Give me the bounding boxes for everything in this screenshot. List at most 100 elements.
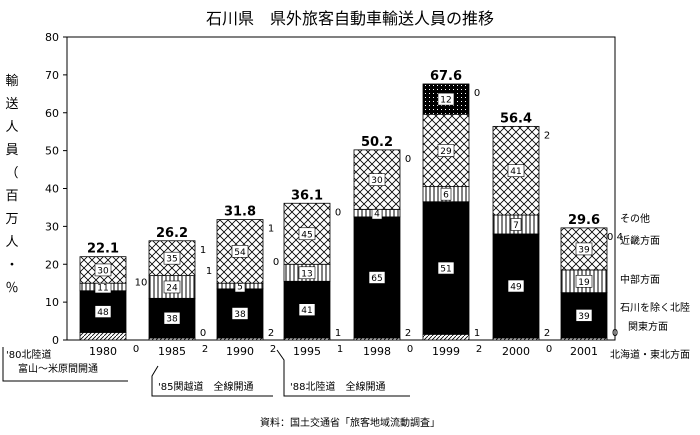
side-label-lower: 0 — [200, 328, 206, 339]
below-label: 2 — [270, 344, 276, 355]
below-label: 1 — [337, 344, 343, 355]
segment-label: 7 — [513, 221, 519, 231]
segment-label-box — [437, 261, 455, 275]
segment-label: 13 — [301, 269, 312, 279]
y-tick-label: 50 — [45, 145, 59, 158]
side-label-lower: 2 — [405, 328, 411, 339]
side-label-left: 1 — [206, 266, 212, 277]
y-axis-label-char: 送 — [5, 97, 18, 112]
segment-label: 41 — [510, 167, 521, 177]
segment-label-box — [163, 311, 181, 325]
bar-segment — [492, 125, 540, 216]
legend-label: 近畿方面 — [620, 234, 660, 247]
bar-total-label: 26.2 — [156, 226, 188, 241]
y-axis-label: 輸 送 人 員 （ 百 万 人 ・ ％ — [5, 74, 18, 296]
segment-label: 51 — [440, 265, 451, 275]
side-label-lower: 1 — [474, 328, 480, 339]
side-label-upper: 2 — [544, 130, 550, 141]
segment-label-box — [437, 92, 455, 106]
x-tick-label: 1998 — [363, 345, 391, 358]
segment-label-box — [163, 280, 181, 294]
segment-label-box — [575, 274, 593, 288]
segment-label-box — [575, 309, 593, 322]
segment-label: 30 — [371, 176, 383, 186]
side-label-left: 10 — [135, 277, 148, 288]
side-label-upper: 0 — [474, 88, 480, 99]
below-label: 0 — [133, 344, 139, 355]
bar-segment — [79, 332, 127, 341]
segment-label-box — [368, 173, 386, 186]
legend-label: 石川を除く北陸 — [620, 301, 690, 314]
segment-label: 38 — [234, 310, 246, 320]
legend-label: 関東方面 — [628, 320, 668, 333]
side-label-lower: 0 — [612, 328, 618, 339]
segment-label-box — [368, 271, 386, 284]
bar-total-label: 31.8 — [224, 205, 256, 220]
bar-total-label: 22.1 — [87, 241, 119, 256]
segment-label: 29 — [440, 147, 452, 157]
below-label: 0 — [407, 344, 413, 355]
segment-label-box — [94, 305, 112, 318]
segment-label: 35 — [166, 255, 177, 265]
segment-label-box — [231, 307, 249, 320]
note-bracket — [151, 365, 273, 397]
y-tick-label: 40 — [45, 183, 59, 196]
x-axis: 1980 1985 1990 1995 1998 1999 2000 2001 — [89, 345, 598, 358]
y-axis-label-char: （ — [5, 166, 18, 181]
x-tick-label: 1999 — [432, 345, 460, 358]
y-tick-label: 0 — [52, 334, 59, 347]
y-axis-label-char: ％ — [5, 281, 18, 296]
bar-total-label: 29.6 — [568, 213, 600, 228]
side-label-left: 0 — [273, 257, 279, 268]
segment-label-box — [437, 144, 455, 157]
segment-label: 65 — [371, 274, 382, 284]
x-tick-label: 2000 — [502, 345, 530, 358]
y-axis-label-char: 員 — [5, 143, 18, 158]
note-1-line1: '80北陸道 — [6, 348, 51, 361]
y-tick-label: 60 — [45, 107, 59, 120]
segment-label: 24 — [166, 283, 178, 293]
note-1-line2: 富山～米原間開通 — [18, 362, 98, 375]
side-label-lower: 2 — [544, 328, 550, 339]
side-label-upper: 0.4 — [607, 232, 623, 243]
y-axis: 0 10 20 30 40 50 60 70 80 — [45, 31, 67, 347]
y-axis-label-char: 百 — [5, 189, 18, 204]
side-label-upper: 0 — [335, 207, 341, 218]
note-bracket — [276, 349, 410, 397]
segment-label-box — [298, 227, 316, 241]
side-label-upper: 0 — [405, 154, 411, 165]
bar-total-label: 50.2 — [361, 135, 393, 150]
y-axis-label-char: 輸 — [5, 74, 18, 89]
segment-label-box — [510, 218, 522, 231]
segment-label: 38 — [166, 315, 178, 325]
below-label: 0 — [546, 344, 552, 355]
note-2-line1: '85関越道 全線開通 — [158, 380, 253, 393]
bar-segment — [422, 333, 470, 341]
segment-label-box — [507, 279, 525, 293]
x-tick-label: 1995 — [293, 345, 321, 358]
bar-total-label: 56.4 — [500, 111, 532, 126]
note-3-line1: '88北陸道 全線開通 — [290, 380, 385, 393]
x-tick-label: 1985 — [158, 345, 186, 358]
y-axis-label-char: 人 — [5, 235, 18, 250]
segment-label: 30 — [97, 266, 109, 276]
source-note: 資料：国土交通省「旅客地域流動調査」 — [260, 416, 440, 429]
segment-label-box — [507, 164, 525, 177]
segment-label-box — [298, 266, 316, 280]
segment-label: 45 — [301, 230, 312, 240]
chart-title: 石川県 県外旅客自動車輸送人員の推移 — [206, 9, 494, 28]
segment-label: 12 — [440, 96, 451, 106]
segment-label-box — [163, 251, 181, 265]
segment-label: 19 — [578, 278, 590, 288]
y-tick-label: 30 — [45, 220, 59, 233]
bars: 48113022.138243526.23855431.841134536.16… — [79, 69, 623, 355]
below-label: 2 — [202, 344, 208, 355]
segment-label: 4 — [374, 210, 380, 220]
below-label: 2 — [476, 344, 482, 355]
legend-label: 中部方面 — [620, 273, 660, 286]
segment-label-box — [231, 245, 249, 258]
side-label-lower: 2 — [268, 328, 274, 339]
y-tick-label: 70 — [45, 69, 59, 82]
segment-label: 39 — [578, 312, 590, 322]
